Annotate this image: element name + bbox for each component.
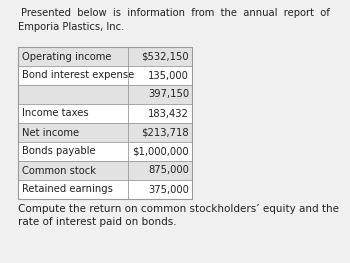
- Text: Common stock: Common stock: [22, 165, 96, 175]
- Text: 183,432: 183,432: [148, 109, 189, 119]
- Text: Net income: Net income: [22, 128, 79, 138]
- Text: $1,000,000: $1,000,000: [132, 146, 189, 156]
- Text: Compute the return on common stockholders’ equity and the: Compute the return on common stockholder…: [18, 204, 339, 214]
- Text: rate of interest paid on bonds.: rate of interest paid on bonds.: [18, 217, 177, 227]
- Bar: [18, 47, 192, 199]
- Text: 875,000: 875,000: [148, 165, 189, 175]
- Text: Bond interest expense: Bond interest expense: [22, 70, 134, 80]
- Bar: [18, 123, 192, 142]
- Bar: [18, 47, 192, 66]
- Text: Presented  below  is  information  from  the  annual  report  of: Presented below is information from the …: [21, 8, 329, 18]
- Text: 135,000: 135,000: [148, 70, 189, 80]
- Text: Operating income: Operating income: [22, 52, 112, 62]
- Text: 397,150: 397,150: [148, 89, 189, 99]
- Text: Retained earnings: Retained earnings: [22, 185, 113, 195]
- Bar: [18, 47, 192, 199]
- Text: Income taxes: Income taxes: [22, 109, 89, 119]
- Text: Bonds payable: Bonds payable: [22, 146, 96, 156]
- Text: $213,718: $213,718: [141, 128, 189, 138]
- Bar: [18, 85, 192, 104]
- Text: 375,000: 375,000: [148, 185, 189, 195]
- Bar: [18, 161, 192, 180]
- Text: Emporia Plastics, Inc.: Emporia Plastics, Inc.: [18, 22, 124, 32]
- Text: $532,150: $532,150: [141, 52, 189, 62]
